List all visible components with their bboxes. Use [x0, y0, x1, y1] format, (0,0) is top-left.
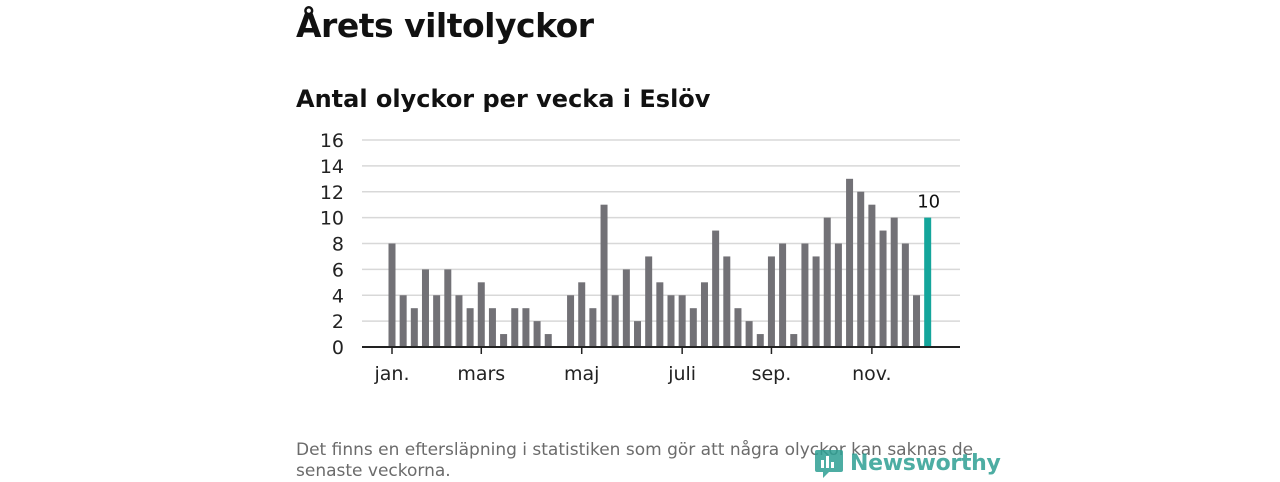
x-tick-label-jan.: jan.	[373, 363, 409, 385]
data-labels: 10	[917, 192, 940, 213]
bar-week-9	[477, 282, 485, 347]
data-label-highlight: 10	[917, 192, 940, 213]
bar-week-2	[399, 295, 407, 347]
bar-week-26	[667, 295, 675, 347]
bar-week-39	[812, 256, 820, 347]
x-tick-label-juli: juli	[667, 363, 696, 385]
x-tick-label-nov.: nov.	[852, 363, 891, 385]
bar-week-17	[567, 295, 575, 347]
bar-week-11	[500, 334, 508, 347]
bar-week-7	[455, 295, 463, 347]
bar-week-31	[723, 256, 731, 347]
bar-week-41	[834, 243, 842, 347]
y-tick-label-2: 2	[332, 311, 344, 333]
bar-week-23	[634, 321, 642, 347]
newsworthy-logo-text: Newsworthy	[850, 450, 1001, 476]
bar-week-48	[913, 295, 921, 347]
bar-week-38	[801, 243, 809, 347]
y-tick-label-8: 8	[332, 234, 344, 256]
bar-week-25	[656, 282, 664, 347]
bar-week-1	[388, 243, 396, 347]
bar-week-42	[846, 178, 854, 347]
bar-week-40	[823, 217, 831, 347]
bar-week-35	[767, 256, 775, 347]
bar-week-49	[924, 217, 932, 347]
bar-chart: 0 2 4 6 8 10 12 14 16 jan. mars maj juli sep. nov. 10	[320, 130, 960, 385]
x-tick-label-sep.: sep.	[752, 363, 792, 385]
bar-week-43	[857, 191, 865, 347]
bar-series	[388, 178, 932, 347]
newsworthy-logo[interactable]: Newsworthy	[814, 446, 1001, 480]
bar-week-5	[433, 295, 441, 347]
bar-week-22	[622, 269, 630, 347]
bar-week-34	[756, 334, 764, 347]
bar-week-15	[544, 334, 552, 347]
bar-week-6	[444, 269, 452, 347]
y-tick-label-10: 10	[320, 208, 344, 230]
bar-week-46	[890, 217, 898, 347]
y-tick-label-14: 14	[320, 156, 344, 178]
bar-week-33	[745, 321, 753, 347]
bar-week-19	[589, 308, 597, 347]
bar-week-28	[689, 308, 697, 347]
bar-week-10	[488, 308, 496, 347]
bar-week-45	[879, 230, 887, 347]
y-tick-label-4: 4	[332, 285, 344, 307]
bar-week-24	[645, 256, 653, 347]
bar-week-14	[533, 321, 541, 347]
footnote: Det finns en eftersläpning i statistiken…	[296, 440, 974, 481]
bar-week-18	[578, 282, 586, 347]
bar-week-47	[901, 243, 909, 347]
bar-week-32	[734, 308, 742, 347]
bar-week-27	[678, 295, 686, 347]
y-tick-label-16: 16	[320, 130, 344, 152]
chart-title: Årets viltolyckor	[296, 6, 594, 45]
bar-week-44	[868, 204, 876, 347]
bar-week-36	[779, 243, 787, 347]
y-tick-label-12: 12	[320, 182, 344, 204]
bar-week-12	[511, 308, 519, 347]
bar-week-20	[600, 204, 608, 347]
newsworthy-logo-icon	[815, 450, 843, 478]
y-axis-tick-labels: 0 2 4 6 8 10 12 14 16	[320, 130, 344, 359]
bar-week-13	[522, 308, 530, 347]
bar-week-21	[611, 295, 619, 347]
y-tick-label-0: 0	[332, 337, 344, 359]
y-tick-label-6: 6	[332, 259, 344, 281]
x-axis: jan. mars maj juli sep. nov.	[362, 346, 960, 385]
bar-week-29	[700, 282, 708, 347]
bar-week-3	[410, 308, 418, 347]
chart-subtitle: Antal olyckor per vecka i Eslöv	[296, 85, 711, 113]
bar-week-37	[790, 334, 798, 347]
bar-week-30	[712, 230, 720, 347]
x-tick-label-maj: maj	[564, 363, 599, 385]
bar-week-8	[466, 308, 474, 347]
bar-week-4	[421, 269, 429, 347]
x-tick-label-mars: mars	[457, 363, 505, 385]
